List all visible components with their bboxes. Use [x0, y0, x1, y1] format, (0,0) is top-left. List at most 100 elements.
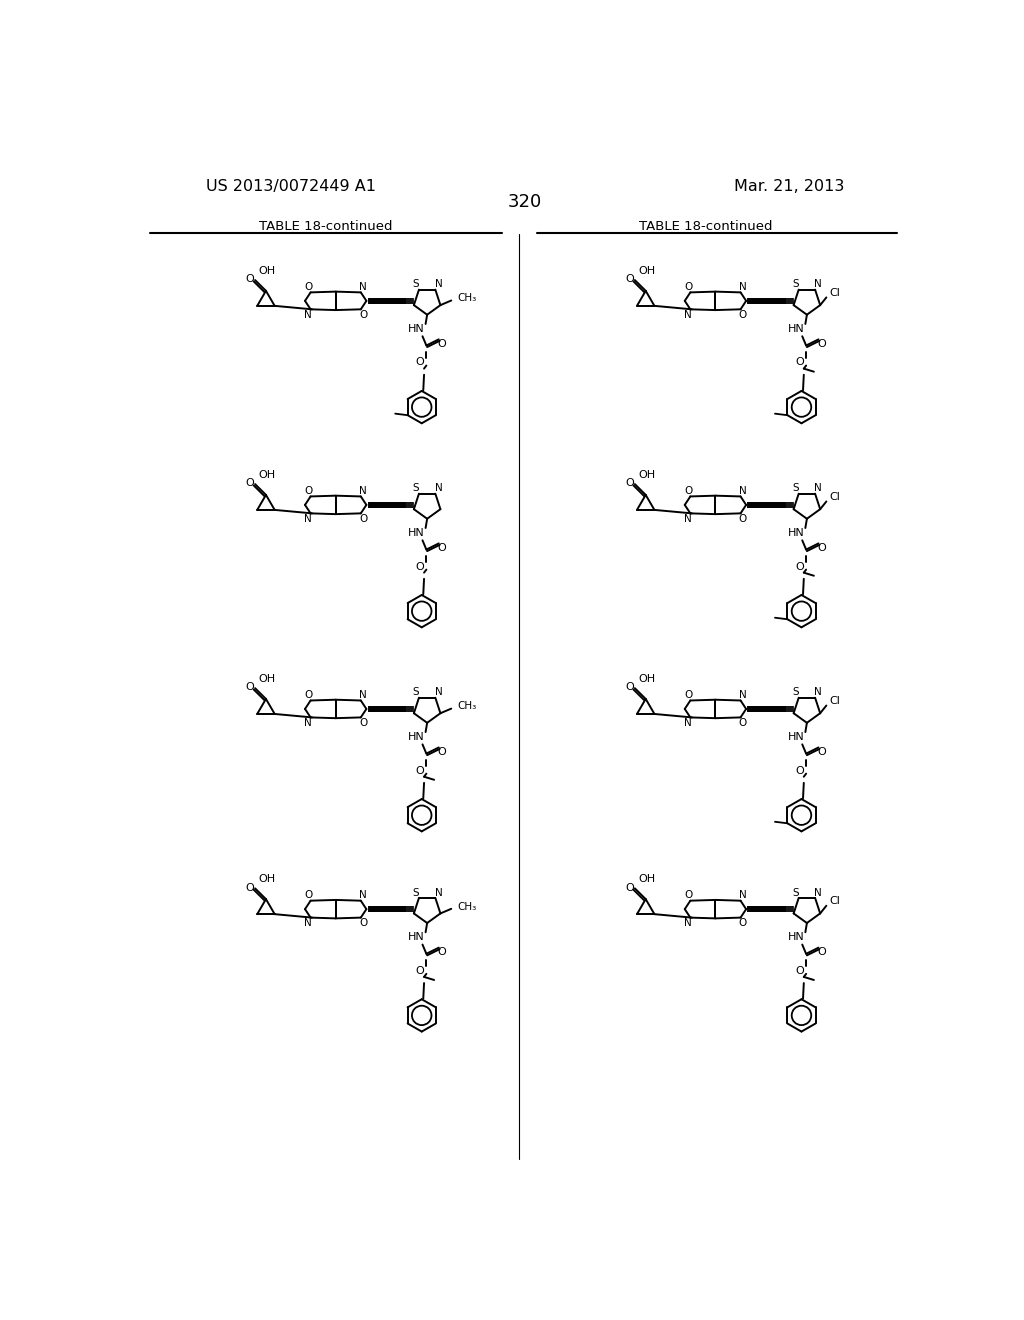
- Text: O: O: [796, 561, 804, 572]
- Text: N: N: [739, 282, 746, 292]
- Text: O: O: [416, 358, 425, 367]
- Text: O: O: [738, 718, 748, 727]
- Text: O: O: [796, 766, 804, 776]
- Text: O: O: [437, 948, 446, 957]
- Text: O: O: [359, 718, 368, 727]
- Text: O: O: [796, 358, 804, 367]
- Text: O: O: [304, 690, 312, 700]
- Text: O: O: [684, 282, 692, 292]
- Text: O: O: [437, 543, 446, 553]
- Text: N: N: [739, 690, 746, 700]
- Text: O: O: [625, 478, 634, 488]
- Text: HN: HN: [787, 323, 805, 334]
- Text: O: O: [625, 275, 634, 284]
- Text: N: N: [359, 282, 367, 292]
- Text: N: N: [814, 280, 822, 289]
- Text: O: O: [246, 883, 254, 892]
- Text: N: N: [359, 890, 367, 900]
- Text: CH₃: CH₃: [458, 701, 477, 711]
- Text: O: O: [437, 747, 446, 758]
- Text: O: O: [416, 766, 425, 776]
- Text: O: O: [359, 513, 368, 524]
- Text: O: O: [817, 543, 826, 553]
- Text: O: O: [738, 513, 748, 524]
- Text: O: O: [684, 486, 692, 496]
- Text: HN: HN: [408, 731, 425, 742]
- Text: O: O: [437, 339, 446, 348]
- Text: Cl: Cl: [829, 288, 841, 298]
- Text: N: N: [684, 718, 692, 727]
- Text: CH₃: CH₃: [458, 902, 477, 912]
- Text: HN: HN: [408, 323, 425, 334]
- Text: O: O: [796, 966, 804, 975]
- Text: S: S: [793, 483, 799, 494]
- Text: N: N: [304, 513, 312, 524]
- Text: S: S: [793, 887, 799, 898]
- Text: N: N: [304, 917, 312, 928]
- Text: O: O: [738, 917, 748, 928]
- Text: TABLE 18-continued: TABLE 18-continued: [259, 219, 392, 232]
- Text: N: N: [684, 310, 692, 319]
- Text: N: N: [434, 688, 442, 697]
- Text: O: O: [246, 275, 254, 284]
- Text: O: O: [684, 690, 692, 700]
- Text: Cl: Cl: [829, 696, 841, 706]
- Text: N: N: [814, 688, 822, 697]
- Text: OH: OH: [638, 675, 655, 684]
- Text: OH: OH: [258, 470, 275, 480]
- Text: N: N: [434, 280, 442, 289]
- Text: N: N: [739, 890, 746, 900]
- Text: TABLE 18-continued: TABLE 18-continued: [639, 219, 772, 232]
- Text: S: S: [793, 688, 799, 697]
- Text: HN: HN: [787, 528, 805, 537]
- Text: N: N: [304, 310, 312, 319]
- Text: 320: 320: [508, 193, 542, 211]
- Text: S: S: [413, 688, 419, 697]
- Text: HN: HN: [408, 528, 425, 537]
- Text: N: N: [739, 486, 746, 496]
- Text: OH: OH: [258, 874, 275, 884]
- Text: N: N: [814, 887, 822, 898]
- Text: OH: OH: [638, 874, 655, 884]
- Text: Cl: Cl: [829, 492, 841, 502]
- Text: O: O: [817, 747, 826, 758]
- Text: O: O: [625, 682, 634, 693]
- Text: OH: OH: [258, 675, 275, 684]
- Text: HN: HN: [408, 932, 425, 942]
- Text: N: N: [304, 718, 312, 727]
- Text: O: O: [817, 948, 826, 957]
- Text: O: O: [625, 883, 634, 892]
- Text: N: N: [434, 887, 442, 898]
- Text: Mar. 21, 2013: Mar. 21, 2013: [734, 180, 844, 194]
- Text: Cl: Cl: [829, 896, 841, 906]
- Text: HN: HN: [787, 932, 805, 942]
- Text: OH: OH: [638, 265, 655, 276]
- Text: O: O: [416, 561, 425, 572]
- Text: O: O: [416, 966, 425, 975]
- Text: O: O: [817, 339, 826, 348]
- Text: HN: HN: [787, 731, 805, 742]
- Text: OH: OH: [258, 265, 275, 276]
- Text: O: O: [246, 682, 254, 693]
- Text: CH₃: CH₃: [458, 293, 477, 304]
- Text: S: S: [413, 887, 419, 898]
- Text: S: S: [413, 280, 419, 289]
- Text: N: N: [359, 690, 367, 700]
- Text: N: N: [814, 483, 822, 494]
- Text: O: O: [738, 310, 748, 319]
- Text: N: N: [684, 513, 692, 524]
- Text: O: O: [359, 310, 368, 319]
- Text: O: O: [304, 890, 312, 900]
- Text: US 2013/0072449 A1: US 2013/0072449 A1: [206, 180, 376, 194]
- Text: O: O: [359, 917, 368, 928]
- Text: S: S: [413, 483, 419, 494]
- Text: S: S: [793, 280, 799, 289]
- Text: O: O: [684, 890, 692, 900]
- Text: N: N: [359, 486, 367, 496]
- Text: N: N: [684, 917, 692, 928]
- Text: O: O: [304, 282, 312, 292]
- Text: O: O: [304, 486, 312, 496]
- Text: O: O: [246, 478, 254, 488]
- Text: N: N: [434, 483, 442, 494]
- Text: OH: OH: [638, 470, 655, 480]
